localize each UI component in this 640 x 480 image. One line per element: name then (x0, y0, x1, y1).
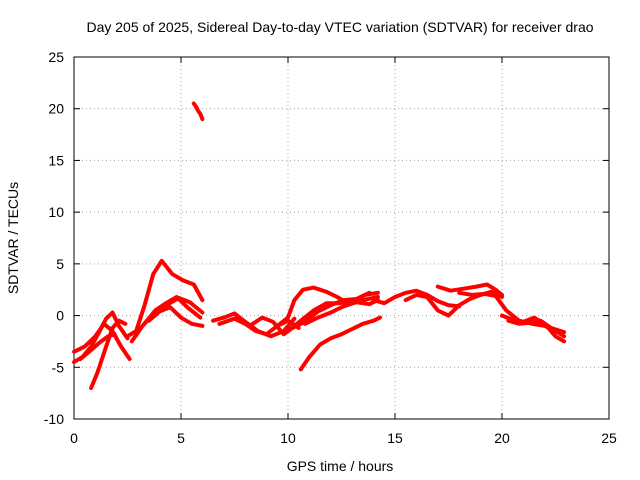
series-line-arc-23 (506, 318, 567, 335)
x-tick-label: 5 (177, 430, 185, 446)
x-tick-label: 25 (601, 430, 617, 446)
series-line-arc-17 (298, 315, 382, 372)
series-line-arc-11 (217, 315, 299, 337)
series-line-arc-12 (232, 311, 297, 339)
x-axis: 0 5 10 15 20 25 (70, 57, 617, 446)
y-tick-label: -10 (44, 411, 64, 427)
series-line-arc-2 (72, 321, 132, 361)
y-tick-label: -5 (52, 359, 65, 375)
chart-title: Day 205 of 2025, Sidereal Day-to-day VTE… (86, 19, 593, 35)
y-tick-label: 15 (48, 152, 64, 168)
series-group (72, 101, 567, 390)
series-line-arc-16 (303, 298, 380, 326)
y-tick-label: 5 (56, 256, 64, 272)
x-axis-label: GPS time / hours (287, 458, 394, 474)
x-tick-label: 10 (280, 430, 296, 446)
x-tick-label: 15 (387, 430, 403, 446)
y-tick-label: 10 (48, 204, 64, 220)
series-line-arc-4 (78, 332, 117, 361)
series-line-arc-7 (142, 295, 203, 326)
y-tick-label: 25 (48, 49, 64, 65)
plot-frame (73, 56, 610, 420)
series-line-arc-20 (435, 282, 504, 297)
series-line-arc-5 (125, 258, 205, 339)
series-line-arc-18 (371, 288, 462, 309)
y-tick-label: 0 (56, 308, 64, 324)
grid (74, 57, 609, 419)
x-tick-label: 0 (70, 430, 78, 446)
x-tick-label: 20 (494, 430, 510, 446)
y-axis-label: SDTVAR / TECUs (5, 182, 21, 294)
series-line-arc-9 (191, 101, 205, 122)
series-line-arc-8 (146, 305, 205, 328)
y-axis: -10 -5 0 5 10 15 20 25 (44, 49, 609, 427)
y-tick-label: 20 (48, 101, 64, 117)
series-line-arc-22 (500, 313, 567, 344)
